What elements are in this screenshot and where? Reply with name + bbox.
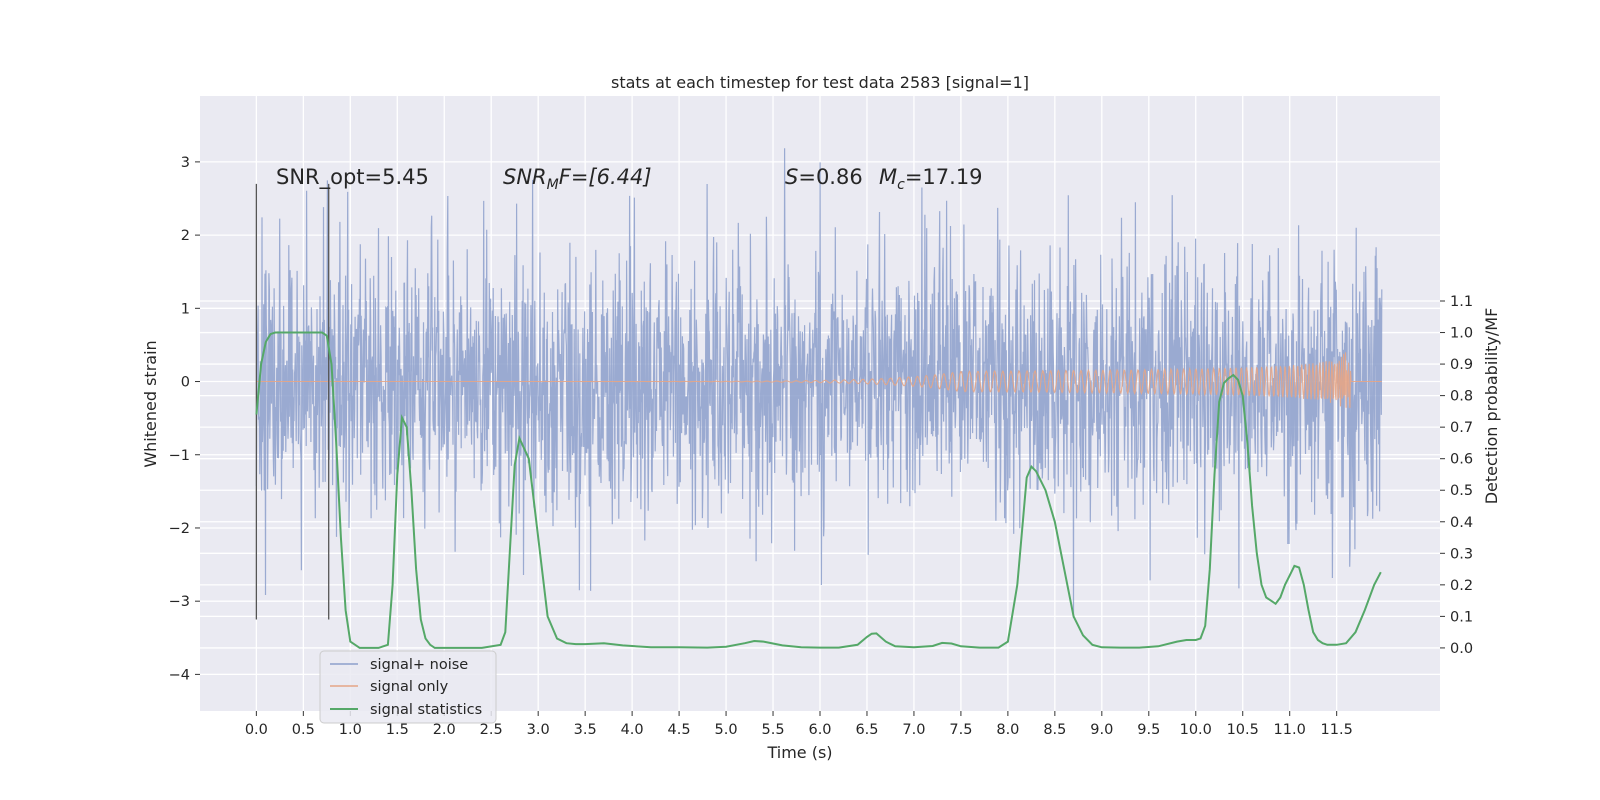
y-tick-label: 0	[181, 375, 190, 391]
y2-tick-label: 0.8	[1450, 389, 1473, 405]
y-tick-label: −4	[169, 667, 190, 683]
x-tick-label: 2.5	[480, 722, 503, 738]
signal-statistics-series	[255, 331, 1382, 649]
x-tick-label: 0.0	[245, 722, 268, 738]
annotation-snr-opt: SNR_opt=5.45	[276, 165, 429, 190]
signal-noise-series	[255, 148, 1383, 619]
legend-label-signal-statistics: signal statistics	[370, 702, 482, 718]
y-tick-label: 3	[181, 155, 190, 171]
y2-axis-label: Detection probability/MF	[1482, 308, 1501, 505]
legend-box	[319, 650, 497, 724]
x-tick-label: 3.5	[574, 722, 597, 738]
x-axis-label: Time (s)	[766, 743, 832, 762]
x-tick-label: 5.0	[715, 722, 738, 738]
y2-tick-label: 1.1	[1450, 294, 1473, 310]
y-axis-ticks: −4 −3 −2 −1 0 1 2 3	[169, 155, 200, 683]
chart-title: stats at each timestep for test data 258…	[611, 73, 1029, 92]
y-axis-label: Whitened strain	[141, 340, 160, 467]
annotation-s: S=0.86	[785, 165, 863, 189]
x-tick-label: 7.5	[949, 722, 972, 738]
x-tick-label: 4.0	[621, 722, 644, 738]
x-tick-label: 1.0	[339, 722, 362, 738]
y2-tick-label: 0.2	[1450, 578, 1473, 594]
legend-label-signal-only: signal only	[370, 679, 449, 695]
x-tick-label: 3.0	[527, 722, 550, 738]
y2-tick-label: 0.7	[1450, 420, 1473, 436]
y2-tick-label: 0.9	[1450, 357, 1473, 373]
x-tick-label: 11.0	[1274, 722, 1306, 738]
annotation-snr-mf: SNRMF=[6.44]	[503, 165, 652, 193]
x-axis-ticks: 0.0 0.5 1.0 1.5 2.0 2.5 3.0 3.5 4.0 4.5 5.0 5.5 6.0 6…	[245, 711, 1353, 738]
y2-tick-label: 0.5	[1450, 483, 1473, 499]
y-tick-label: −1	[169, 448, 190, 464]
y2-tick-label: 0.4	[1450, 515, 1473, 531]
legend: signal+ noise signal only signal statist…	[319, 650, 497, 724]
x-tick-label: 0.5	[292, 722, 315, 738]
y2-tick-label: 0.1	[1450, 609, 1473, 625]
legend-label-signal-noise: signal+ noise	[370, 657, 468, 673]
x-tick-label: 10.5	[1227, 722, 1259, 738]
x-tick-label: 5.5	[761, 722, 784, 738]
y2-tick-label: 0.3	[1450, 546, 1473, 562]
vertical-markers	[255, 183, 330, 620]
x-tick-label: 7.0	[902, 722, 925, 738]
x-tick-label: 2.0	[433, 722, 456, 738]
y-tick-label: −2	[169, 521, 190, 537]
y2-tick-label: 1.0	[1450, 326, 1473, 342]
x-tick-label: 1.5	[386, 722, 409, 738]
y2-tick-label: 0.0	[1450, 641, 1473, 657]
x-tick-label: 9.5	[1137, 722, 1160, 738]
x-tick-label: 6.0	[808, 722, 831, 738]
x-tick-label: 8.5	[1043, 722, 1066, 738]
x-tick-label: 4.5	[668, 722, 691, 738]
x-tick-label: 11.5	[1321, 722, 1353, 738]
y2-tick-label: 0.6	[1450, 452, 1473, 468]
x-tick-label: 6.5	[855, 722, 878, 738]
x-tick-label: 10.0	[1180, 722, 1212, 738]
x-tick-label: 8.0	[996, 722, 1019, 738]
y2-axis-ticks: 0.0 0.1 0.2 0.3 0.4 0.5 0.6 0.7 0.8 0.9 1.0 1.1	[1440, 294, 1473, 657]
y-tick-label: −3	[169, 594, 190, 610]
y-tick-label: 2	[181, 228, 190, 244]
x-tick-label: 9.0	[1090, 722, 1113, 738]
signal-only-series	[256, 352, 1382, 409]
annotation-mc: Mc=17.19	[879, 165, 983, 193]
y-tick-label: 1	[181, 301, 190, 317]
